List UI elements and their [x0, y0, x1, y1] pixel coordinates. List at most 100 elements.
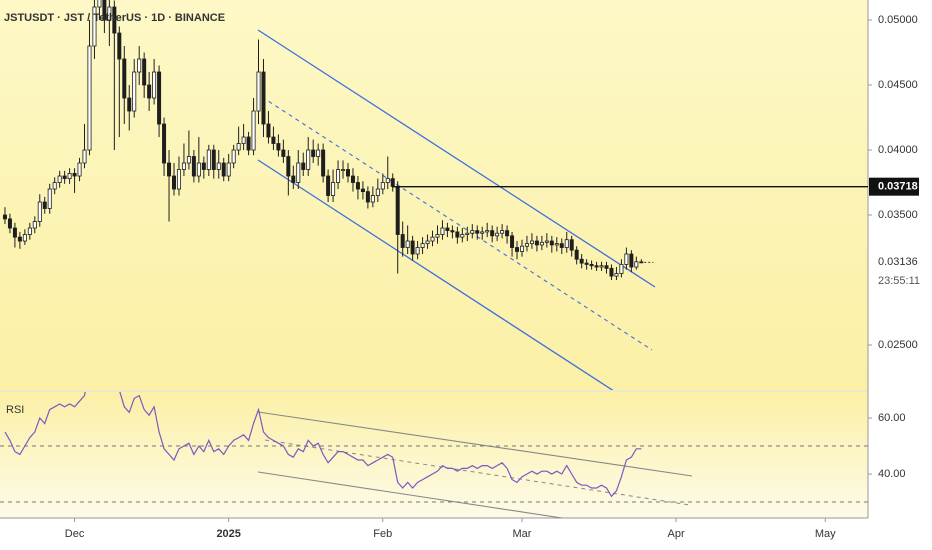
candle-body — [52, 182, 57, 190]
candle-body — [380, 182, 385, 190]
candle-body — [534, 240, 539, 246]
candle-body — [171, 175, 176, 190]
candle-body — [97, 0, 102, 8]
candle-body — [157, 71, 162, 125]
candle-body — [515, 247, 520, 252]
candle-body — [390, 178, 395, 187]
candle-body — [112, 6, 117, 34]
candle-body — [639, 261, 644, 264]
candle-body — [102, 0, 107, 21]
last-price-label: 0.03136 — [878, 256, 918, 268]
candle-body — [296, 162, 301, 183]
candle-body — [326, 175, 331, 196]
candle-body — [505, 230, 510, 237]
candle-body — [2, 214, 7, 220]
candle-body — [276, 143, 281, 151]
candle-body — [331, 182, 336, 196]
candle-body — [490, 230, 495, 237]
candle-body — [634, 261, 639, 268]
candle-body — [241, 136, 246, 144]
candle-body — [77, 162, 82, 177]
candle-body — [475, 230, 480, 234]
candle-body — [624, 253, 629, 265]
candle-body — [375, 188, 380, 196]
candle-body — [47, 188, 52, 209]
candle-body — [341, 169, 346, 171]
candle-body — [336, 169, 341, 183]
candle-body — [544, 240, 549, 243]
candle-body — [614, 273, 619, 277]
candle-body — [17, 236, 22, 242]
candle-body — [321, 149, 326, 177]
candle-body — [127, 97, 132, 112]
candle-body — [370, 195, 375, 203]
candle-body — [301, 162, 306, 170]
candle-body — [27, 227, 32, 235]
candle-body — [524, 243, 529, 247]
candle-body — [211, 149, 216, 170]
candle-body — [291, 175, 296, 183]
candle-body — [529, 240, 534, 245]
x-tick-label: May — [815, 528, 836, 540]
candle-body — [549, 240, 554, 246]
candle-body — [425, 240, 430, 245]
candle-body — [589, 264, 594, 267]
candle-body — [350, 175, 355, 183]
candle-body — [316, 149, 321, 157]
candle-body — [181, 162, 186, 170]
candle-body — [415, 247, 420, 255]
candle-body — [67, 173, 72, 180]
candle-body — [609, 267, 614, 277]
candle-body — [167, 162, 172, 177]
candle-body — [107, 6, 112, 21]
candle-body — [460, 234, 465, 238]
candle-body — [480, 231, 485, 234]
candle-body — [559, 243, 564, 248]
trend-line — [257, 159, 614, 390]
y-tick-label: 0.03500 — [878, 209, 918, 221]
x-tick-label: Feb — [373, 528, 392, 540]
candle-body — [246, 136, 251, 151]
candle-body — [455, 231, 460, 238]
y-tick-label: 0.02500 — [878, 339, 918, 351]
axes: 0.05000 0.04500 0.04000 0.03500 0.02500 Dec 20… — [65, 14, 919, 540]
candle-body — [176, 169, 181, 190]
candle-body — [554, 243, 559, 246]
candle-body — [510, 235, 515, 248]
candle-body — [574, 249, 579, 260]
candle-body — [485, 230, 490, 233]
chart-title: JSTUSDT · JST / TetherUS · 1D · BINANCE — [4, 12, 225, 24]
price-tag — [869, 177, 919, 196]
candle-body — [152, 71, 157, 99]
candle-body — [32, 221, 37, 229]
candle-body — [405, 240, 410, 248]
candle-body — [132, 71, 137, 112]
candle-body — [599, 265, 604, 268]
candle-body — [186, 156, 191, 164]
rsi-pane — [0, 392, 868, 518]
candle-body — [62, 175, 67, 180]
candle-body — [221, 162, 226, 177]
candle-body — [256, 71, 261, 112]
trend-line — [261, 96, 653, 351]
rsi — [0, 392, 868, 503]
candle-body — [216, 162, 221, 170]
candle-body — [162, 123, 167, 164]
candle-body — [604, 265, 609, 269]
price-pane — [0, 0, 868, 390]
candle-body — [196, 162, 201, 177]
candle-body — [286, 156, 291, 177]
y-tick-label: 0.05000 — [878, 14, 918, 26]
candle-body — [191, 156, 196, 177]
price-drawings — [257, 29, 656, 390]
rsi-title: RSI — [6, 404, 24, 416]
candle-body — [92, 6, 97, 47]
candle-body — [395, 186, 400, 235]
x-tick-label: Mar — [513, 528, 532, 540]
candle-body — [365, 191, 370, 203]
candle-body — [137, 58, 142, 73]
candle-body — [629, 253, 634, 268]
trend-line — [257, 29, 656, 288]
candle-body — [266, 123, 271, 138]
